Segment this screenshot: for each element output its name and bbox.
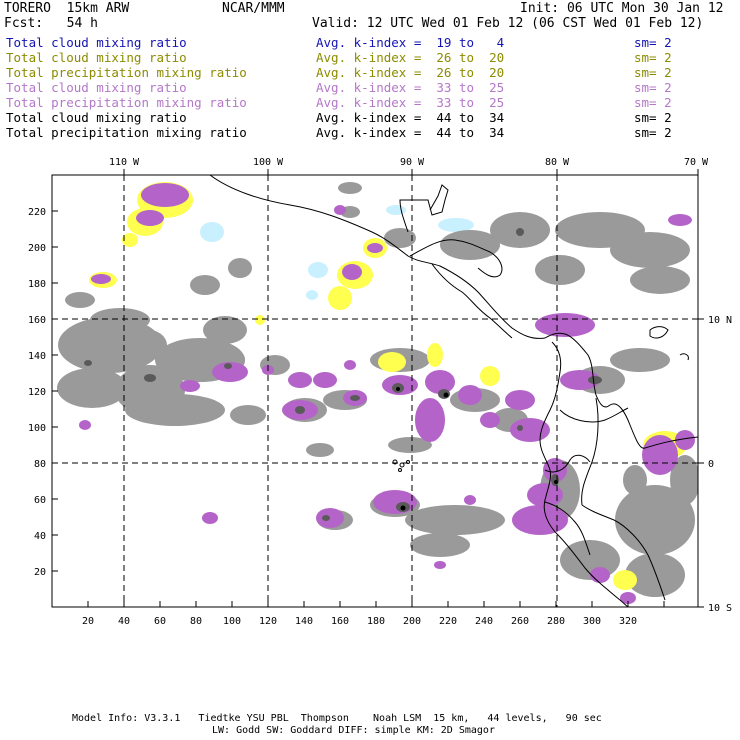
legend-row-6-kindex: Avg. k-index = 44 to 34 xyxy=(316,110,505,125)
x-tick-label: 40 xyxy=(118,616,130,627)
graticule xyxy=(52,175,698,607)
max-k-index-dots xyxy=(396,387,558,511)
forecast-hour: Fcst: 54 h xyxy=(4,16,98,31)
lat-label: 10 N xyxy=(708,315,732,326)
coastlines xyxy=(209,175,698,607)
legend-row-5-sm: sm= 2 xyxy=(634,95,672,110)
legend-row-6-field: Total cloud mixing ratio xyxy=(6,110,187,125)
legend-row-2-kindex: Avg. k-index = 26 to 20 xyxy=(316,50,505,65)
galapagos-islands xyxy=(392,459,410,472)
legend-row-4-sm: sm= 2 xyxy=(634,80,672,95)
legend-row-2-sm: sm= 2 xyxy=(634,50,672,65)
lon-label: 90 W xyxy=(400,157,425,168)
x-tick-labels: 20 40 60 80 100 120 140 160 180 200 220 … xyxy=(82,616,637,627)
model-info-line-2: LW: Godd SW: Goddard DIFF: simple KM: 2D… xyxy=(212,725,495,736)
legend-row-3-kindex: Avg. k-index = 26 to 20 xyxy=(316,65,505,80)
y-tick-label: 80 xyxy=(34,459,46,470)
y-tick-labels: 20 40 60 80 100 120 140 160 180 200 220 xyxy=(28,207,46,578)
precipitation-mixing-ratio-areas xyxy=(79,183,695,604)
legend-row-7-kindex: Avg. k-index = 44 to 34 xyxy=(316,125,505,140)
x-tick-label: 140 xyxy=(295,616,313,627)
longitude-labels: 110 W 100 W 90 W 80 W 70 W xyxy=(109,157,709,168)
latitude-labels: 10 N 0 10 S xyxy=(708,315,732,614)
x-tick-label: 280 xyxy=(547,616,565,627)
x-tick-label: 200 xyxy=(403,616,421,627)
org-label: NCAR/MMM xyxy=(222,1,285,16)
y-tick-label: 200 xyxy=(28,243,46,254)
x-tick-label: 160 xyxy=(331,616,349,627)
lon-label: 110 W xyxy=(109,157,140,168)
model-info-line-1: Model Info: V3.3.1 Tiedtke YSU PBL Thomp… xyxy=(72,713,602,724)
y-tick-label: 40 xyxy=(34,531,46,542)
legend-row-5-kindex: Avg. k-index = 33 to 25 xyxy=(316,95,505,110)
x-tick-label: 80 xyxy=(190,616,202,627)
light-blue-cloud-areas xyxy=(200,205,474,300)
x-tick-label: 300 xyxy=(583,616,601,627)
x-tick-label: 220 xyxy=(439,616,457,627)
lat-label: 0 xyxy=(708,459,714,470)
axis-ticks xyxy=(52,169,704,608)
y-tick-label: 20 xyxy=(34,567,46,578)
x-tick-label: 180 xyxy=(367,616,385,627)
x-tick-label: 60 xyxy=(154,616,166,627)
y-tick-label: 220 xyxy=(28,207,46,218)
legend-row-2-field: Total cloud mixing ratio xyxy=(6,50,187,65)
y-tick-label: 60 xyxy=(34,495,46,506)
y-tick-label: 160 xyxy=(28,315,46,326)
y-tick-label: 180 xyxy=(28,279,46,290)
y-tick-label: 140 xyxy=(28,351,46,362)
legend-row-3-field: Total precipitation mixing ratio xyxy=(6,65,247,80)
legend-row-1-kindex: Avg. k-index = 19 to 4 xyxy=(316,35,505,50)
legend-row-5-field: Total precipitation mixing ratio xyxy=(6,95,247,110)
legend-row-1-sm: sm= 2 xyxy=(634,35,672,50)
legend-row-3-sm: sm= 2 xyxy=(634,65,672,80)
legend-row-7-field: Total precipitation mixing ratio xyxy=(6,125,247,140)
lon-label: 100 W xyxy=(253,157,284,168)
field-layers xyxy=(52,175,698,607)
model-title: TORERO 15km ARW xyxy=(4,1,130,16)
x-tick-label: 240 xyxy=(475,616,493,627)
x-tick-label: 20 xyxy=(82,616,94,627)
legend-row-6-sm: sm= 2 xyxy=(634,110,672,125)
legend-row-4-field: Total cloud mixing ratio xyxy=(6,80,187,95)
lon-label: 80 W xyxy=(545,157,570,168)
y-tick-label: 120 xyxy=(28,387,46,398)
legend-row-4-kindex: Avg. k-index = 33 to 25 xyxy=(316,80,505,95)
lon-label: 70 W xyxy=(684,157,709,168)
x-tick-label: 120 xyxy=(259,616,277,627)
init-time: Init: 06 UTC Mon 30 Jan 12 xyxy=(520,1,724,16)
valid-time: Valid: 12 UTC Wed 01 Feb 12 (06 CST Wed … xyxy=(312,16,704,31)
y-tick-label: 100 xyxy=(28,423,46,434)
x-tick-label: 100 xyxy=(223,616,241,627)
legend-row-7-sm: sm= 2 xyxy=(634,125,672,140)
x-tick-label: 260 xyxy=(511,616,529,627)
lat-label: 10 S xyxy=(708,603,732,614)
legend-row-1-field: Total cloud mixing ratio xyxy=(6,35,187,50)
x-tick-label: 320 xyxy=(619,616,637,627)
